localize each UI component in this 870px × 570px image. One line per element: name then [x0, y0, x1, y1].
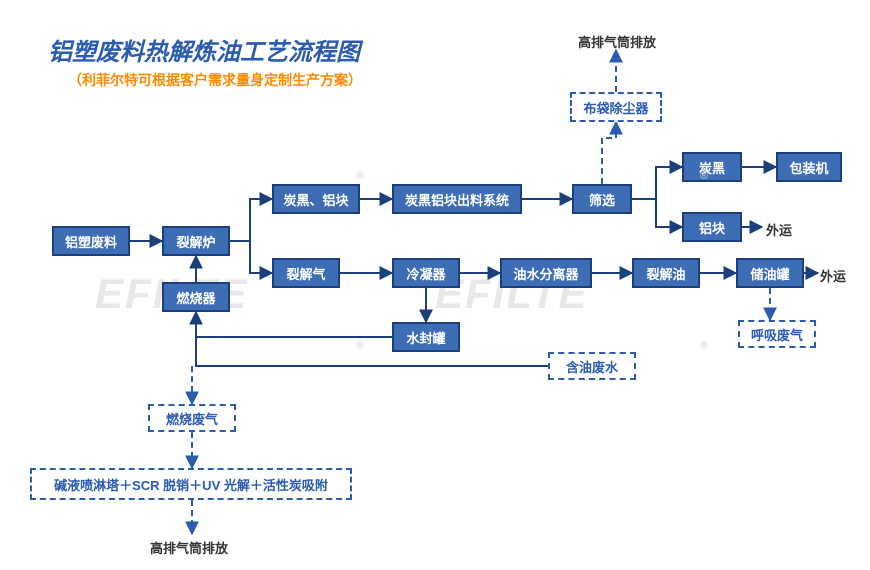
- diagram-title: 铝塑废料热解炼油工艺流程图: [48, 32, 360, 67]
- edge-solid-15: [196, 312, 392, 337]
- dashed-d5: 碱液喷淋塔＋SCR 脱销＋UV 光解＋活性炭吸附: [30, 468, 352, 500]
- node-n3: 炭黑、铝块: [272, 184, 360, 214]
- edge-solid-2: [250, 241, 272, 273]
- node-n6: 炭黑: [682, 152, 742, 182]
- text-t3: 外运: [820, 266, 846, 285]
- dashed-d3: 呼吸废气: [738, 320, 816, 348]
- edge-solid-6: [656, 199, 682, 227]
- node-n2: 裂解炉: [162, 226, 230, 256]
- node-n7: 包装机: [776, 152, 842, 182]
- node-n4: 炭黑铝块出料系统: [392, 184, 522, 214]
- reg-mark-0: ®: [356, 170, 364, 182]
- node-n8: 铝块: [682, 212, 742, 242]
- dashed-d4: 燃烧废气: [148, 404, 236, 432]
- dashed-d2: 含油废水: [548, 352, 636, 380]
- text-t4: 高排气筒排放: [150, 538, 228, 557]
- edge-solid-1: [230, 199, 272, 241]
- node-n1: 铝塑废料: [52, 226, 130, 256]
- node-n14: 水封罐: [392, 322, 460, 352]
- reg-mark-3: ®: [700, 340, 708, 352]
- text-t1: 高排气筒排放: [578, 32, 656, 51]
- dashed-d1: 布袋除尘器: [570, 92, 662, 122]
- node-n15: 燃烧器: [162, 282, 230, 312]
- reg-mark-2: ®: [356, 340, 364, 352]
- edge-dashed-1: [602, 122, 616, 184]
- edge-solid-17: [196, 337, 548, 366]
- node-n12: 裂解油: [632, 258, 700, 288]
- diagram-subtitle: （利菲尔特可根据客户需求量身定制生产方案）: [68, 70, 362, 90]
- node-n5: 筛选: [572, 184, 632, 214]
- edge-solid-5: [632, 167, 682, 199]
- node-n10: 冷凝器: [392, 258, 460, 288]
- text-t2: 外运: [766, 220, 792, 239]
- node-n13: 储油罐: [736, 258, 804, 288]
- reg-mark-1: ®: [700, 170, 708, 182]
- node-n9: 裂解气: [272, 258, 340, 288]
- node-n11: 油水分离器: [500, 258, 592, 288]
